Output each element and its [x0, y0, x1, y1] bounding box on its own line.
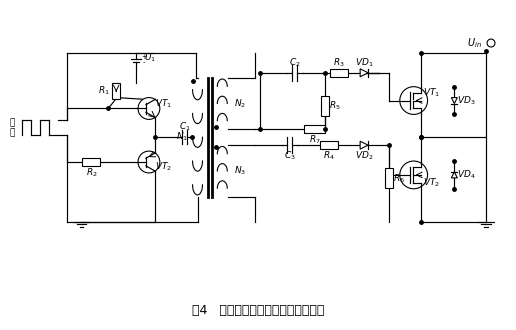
Text: $VT_1$: $VT_1$ [155, 97, 172, 110]
Text: $R_6$: $R_6$ [393, 172, 405, 185]
Text: $VT_2$: $VT_2$ [155, 161, 172, 173]
Bar [320, 141, 338, 149]
Text: 冲: 冲 [9, 129, 15, 138]
Text: $C_3$: $C_3$ [284, 150, 296, 162]
Text: $R_4$: $R_4$ [324, 150, 335, 162]
Text: 图4   新型的不对称半桥隔离驱动电路: 图4 新型的不对称半桥隔离驱动电路 [192, 304, 324, 317]
Polygon shape [360, 69, 368, 77]
Bar [330, 69, 348, 77]
Text: $R_1$: $R_1$ [99, 84, 110, 97]
Polygon shape [360, 141, 368, 149]
Text: $N_2$: $N_2$ [234, 97, 246, 110]
Text: $VD_2$: $VD_2$ [355, 150, 374, 162]
Text: -: - [143, 59, 145, 65]
Polygon shape [452, 172, 457, 178]
Bar [385, 169, 393, 188]
Text: $R_3$: $R_3$ [333, 57, 345, 69]
Text: $N_1$: $N_1$ [175, 131, 188, 144]
Bar [83, 158, 100, 166]
Text: +: + [141, 54, 147, 60]
Text: $C_2$: $C_2$ [289, 57, 300, 69]
Text: $VT_1$: $VT_1$ [423, 86, 440, 99]
Text: $N_3$: $N_3$ [234, 165, 246, 177]
Text: 脉: 脉 [9, 118, 15, 127]
Text: $R_7$: $R_7$ [309, 134, 320, 147]
Text: $VD_3$: $VD_3$ [457, 94, 476, 107]
Bar [321, 96, 329, 116]
Text: $VD_1$: $VD_1$ [355, 57, 374, 69]
Text: $R_2$: $R_2$ [86, 167, 97, 179]
Text: $VD_4$: $VD_4$ [457, 169, 476, 181]
Text: $U_{in}$: $U_{in}$ [467, 36, 482, 50]
Polygon shape [452, 98, 457, 104]
Bar [303, 125, 326, 133]
Text: $VT_2$: $VT_2$ [423, 177, 440, 189]
Text: $R_5$: $R_5$ [330, 100, 341, 112]
Text: $U_1$: $U_1$ [144, 52, 156, 64]
Bar [112, 83, 120, 99]
Text: $C_1$: $C_1$ [179, 120, 190, 133]
